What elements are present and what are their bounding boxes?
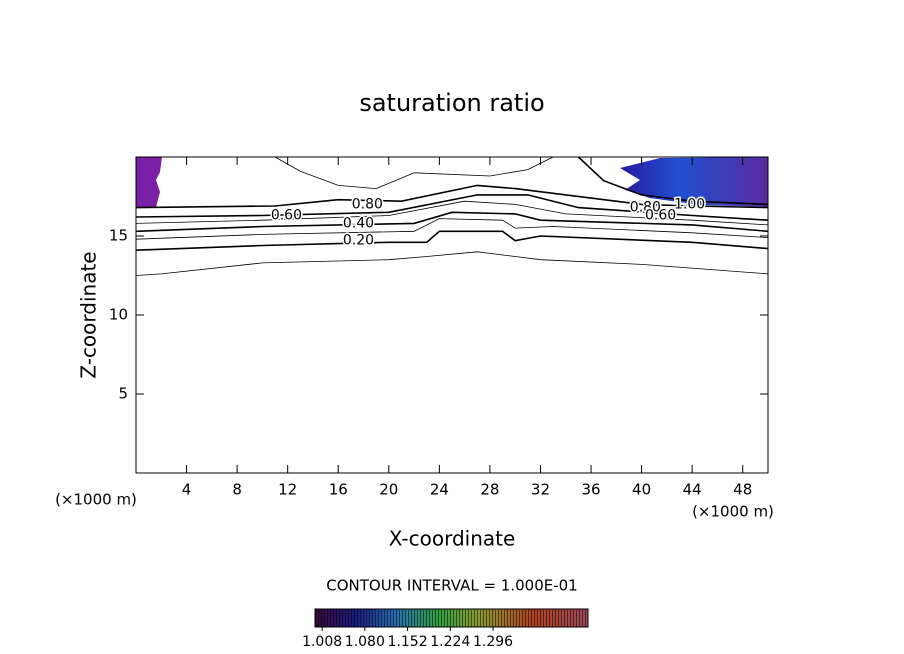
colorbar-tick-label: 1.008 bbox=[302, 634, 342, 650]
shaded-region bbox=[620, 157, 768, 207]
x-tick-label: 32 bbox=[531, 481, 550, 499]
colorbar-tick-label: 1.080 bbox=[345, 634, 385, 650]
contour-line bbox=[135, 251, 769, 276]
colorbar-stripes bbox=[315, 609, 588, 627]
contour-label: 0.60 bbox=[271, 207, 302, 223]
x-unit: (×1000 m) bbox=[692, 503, 774, 521]
contour-line bbox=[135, 200, 769, 226]
x-tick-label: 28 bbox=[480, 481, 499, 499]
x-tick-label: 12 bbox=[278, 481, 297, 499]
contour-line bbox=[135, 218, 769, 240]
chart-title: saturation ratio bbox=[359, 89, 544, 117]
x-axis-label: X-coordinate bbox=[389, 527, 516, 551]
y-axis-label: Z-coordinate bbox=[77, 251, 101, 378]
y-tick-label: 5 bbox=[118, 385, 128, 403]
x-tick-label: 24 bbox=[430, 481, 449, 499]
x-tick-label: 40 bbox=[632, 481, 651, 499]
contour-label: 0.80 bbox=[630, 200, 661, 216]
contour-line bbox=[274, 156, 554, 190]
contour-label: 1.00 bbox=[674, 196, 705, 212]
contour-label: 0.20 bbox=[343, 233, 374, 249]
x-tick-label: 16 bbox=[329, 481, 348, 499]
colorbar-tick-label: 1.224 bbox=[430, 634, 470, 650]
x-tick-label: 20 bbox=[379, 481, 398, 499]
contour-line bbox=[135, 184, 769, 209]
contour-label: 0.40 bbox=[343, 215, 374, 231]
colorbar-tick-label: 1.152 bbox=[388, 634, 428, 650]
contour-line bbox=[577, 156, 769, 206]
x-tick-label: 8 bbox=[232, 481, 242, 499]
y-tick-label: 15 bbox=[109, 227, 128, 245]
x-tick-label: 36 bbox=[581, 481, 600, 499]
contour-interval: CONTOUR INTERVAL = 1.000E-01 bbox=[326, 577, 577, 595]
contour-line bbox=[135, 230, 769, 251]
y-tick-label: 10 bbox=[109, 306, 128, 324]
x-tick-label: 44 bbox=[683, 481, 702, 499]
x-tick-label: 4 bbox=[182, 481, 192, 499]
shaded-region bbox=[136, 157, 162, 207]
contour-label: 0.60 bbox=[645, 207, 676, 223]
colorbar-tick-label: 1.296 bbox=[473, 634, 513, 650]
plot-area: 0.800.60 0.400.200.80 1.000.60 bbox=[135, 156, 769, 276]
contour-line bbox=[135, 211, 769, 233]
x-tick-label: 48 bbox=[733, 481, 752, 499]
contour-label: 0.80 bbox=[352, 196, 383, 212]
contour-line bbox=[135, 194, 769, 221]
x-unit: (×1000 m) bbox=[55, 491, 137, 509]
